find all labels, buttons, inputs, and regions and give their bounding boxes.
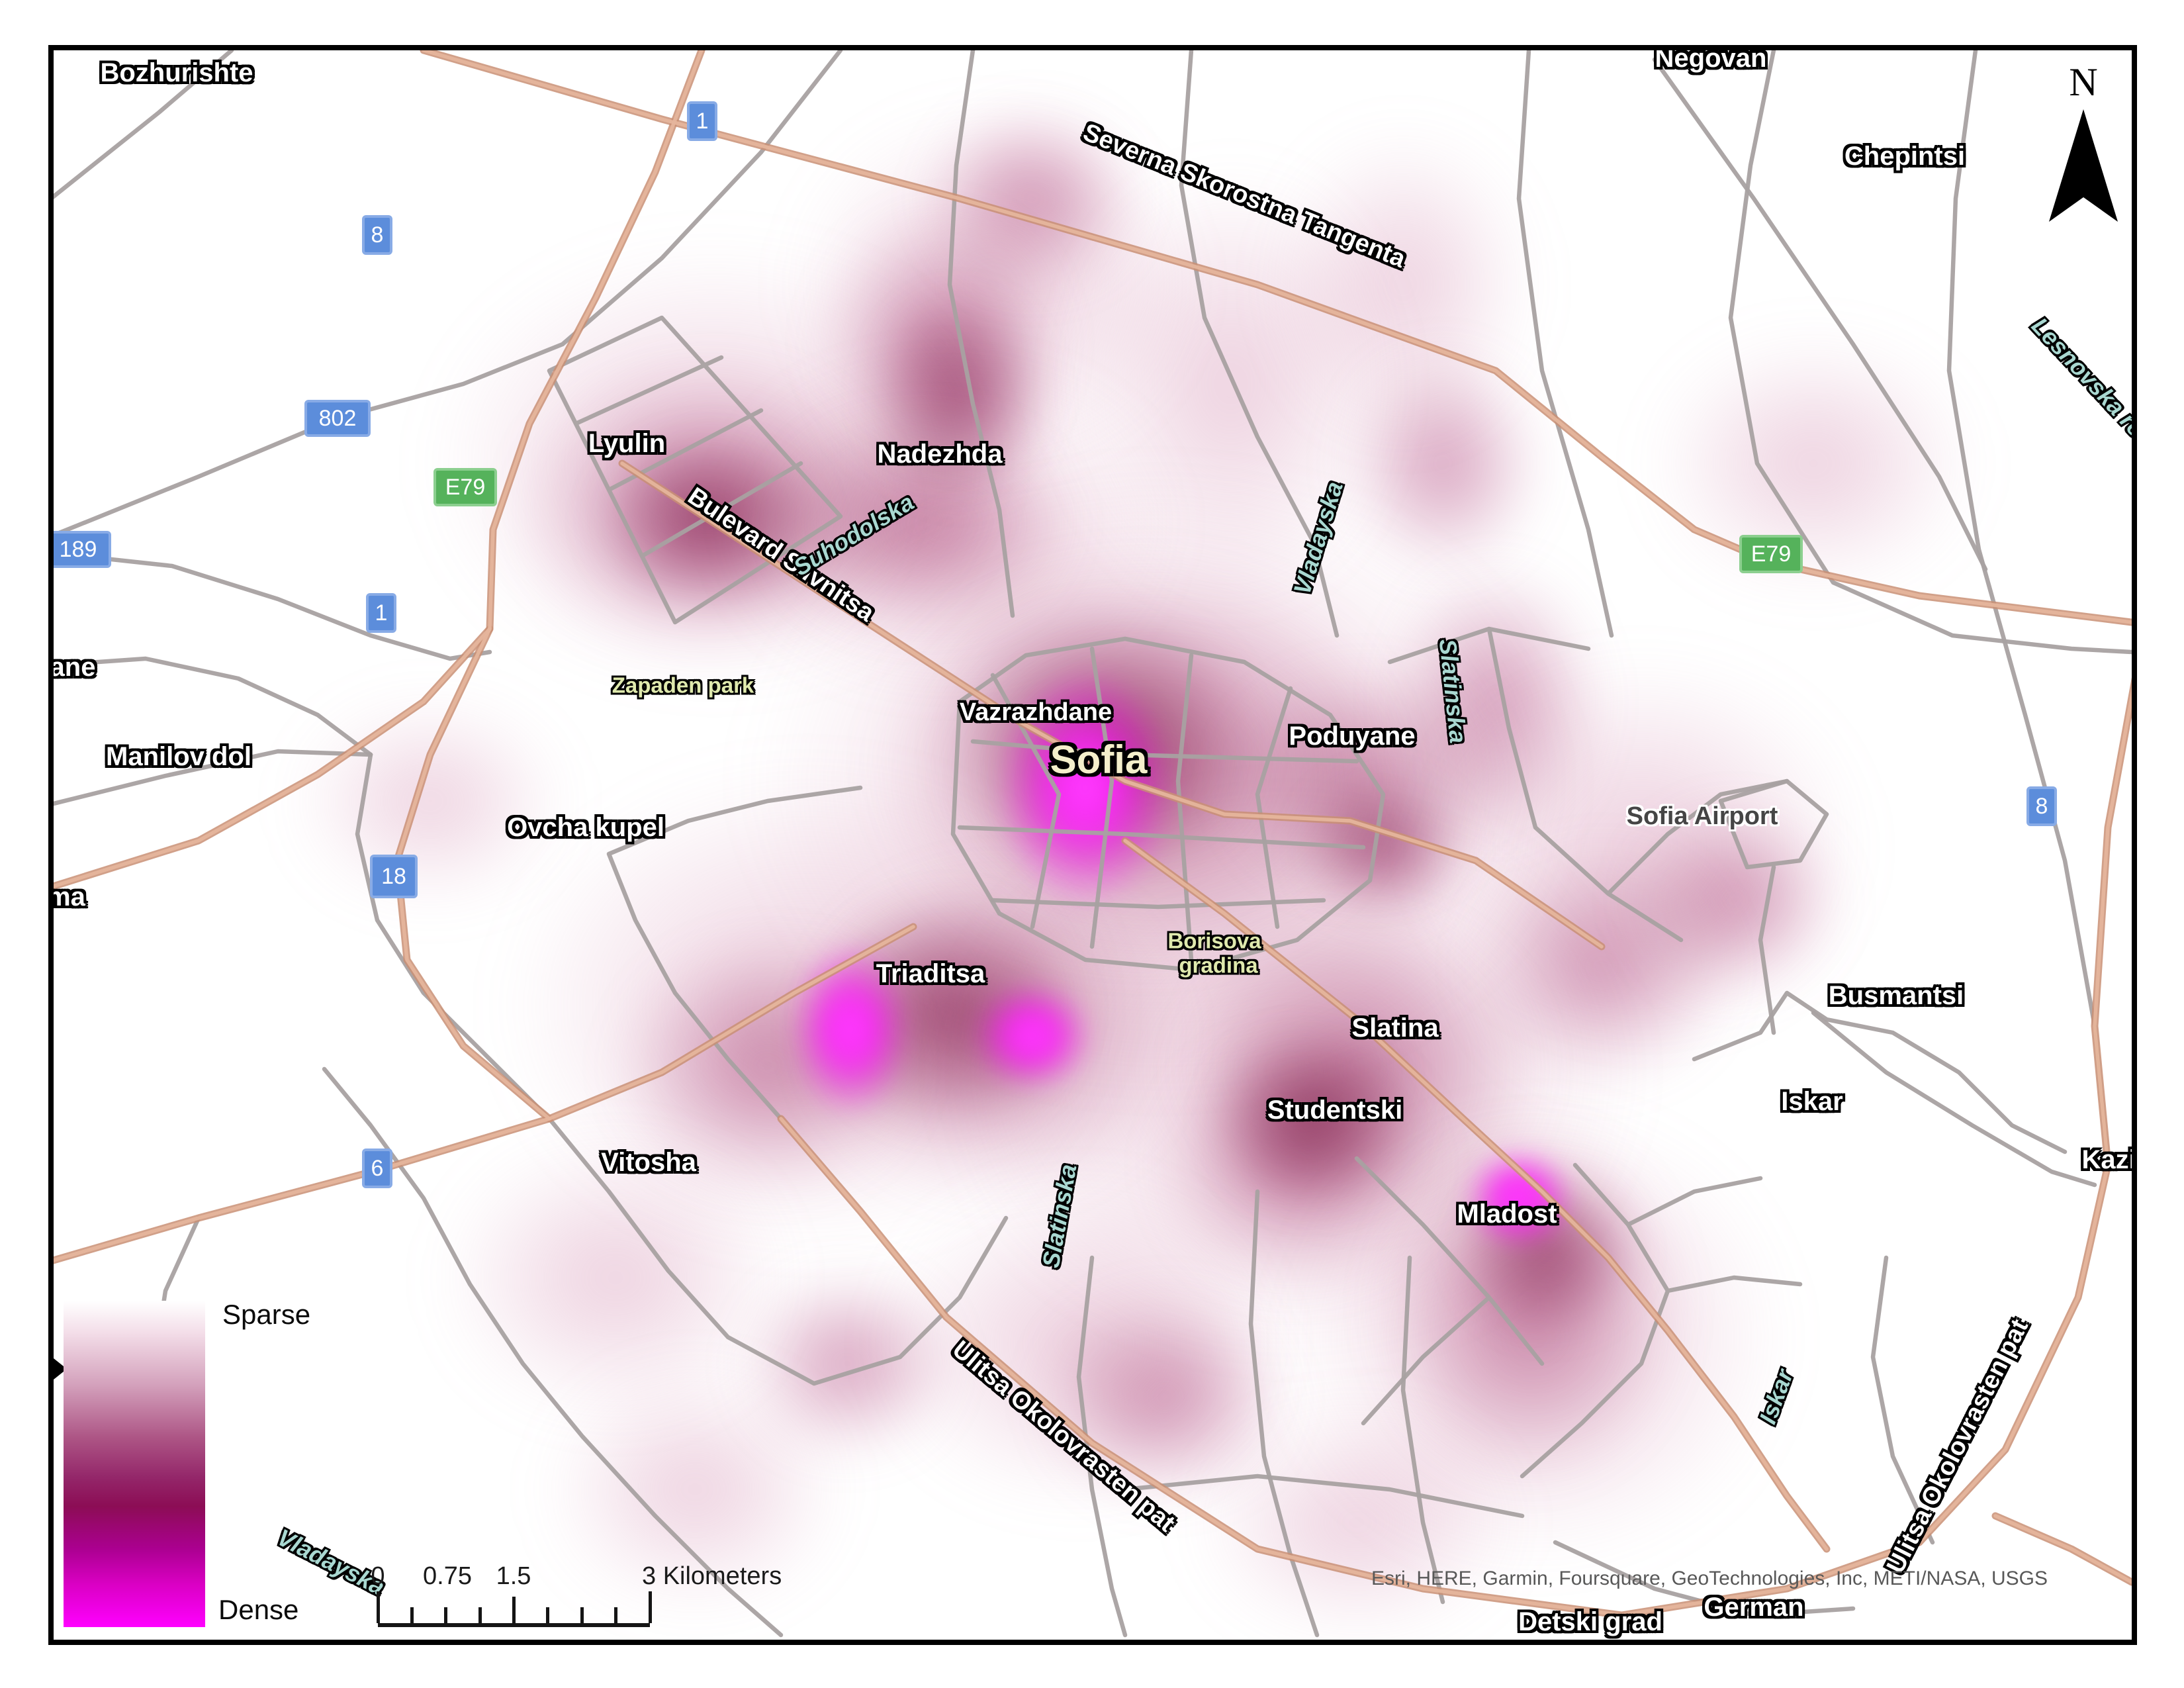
place-label: German: [1704, 1593, 1804, 1622]
scale-tick: [546, 1607, 550, 1623]
legend-dense-label: Dense: [218, 1594, 299, 1625]
minor-roads: [54, 50, 2132, 1638]
scale-label: 0.75: [423, 1562, 472, 1590]
place-label: Chepintsi: [1844, 142, 1966, 171]
route-shield: 18: [370, 855, 418, 898]
scale-baseline: [378, 1623, 650, 1627]
place-label: Negovan: [1655, 50, 1767, 73]
park-label: Zapaden park: [612, 673, 754, 698]
route-shield: 1: [687, 101, 717, 141]
road-network: [54, 50, 2132, 1638]
route-shield: E79: [1739, 535, 1803, 573]
north-arrow-icon: [2049, 109, 2118, 222]
place-label: Poduyane: [1289, 722, 1416, 751]
place-label: Vitosha: [601, 1148, 696, 1177]
scale-tick: [648, 1591, 652, 1623]
route-shield: 6: [362, 1149, 392, 1188]
scale-label: 3 Kilometers: [642, 1562, 782, 1590]
place-label: Manilov dol: [106, 742, 251, 771]
place-label: Studentski: [1267, 1096, 1403, 1125]
place-label: Slatina: [1351, 1013, 1439, 1043]
place-label: Ovcha kupel: [507, 813, 664, 842]
scale-tick: [614, 1607, 618, 1623]
place-label: Triaditsa: [876, 959, 985, 988]
north-arrow: N: [2037, 53, 2130, 238]
attribution-text: Esri, HERE, Garmin, Foursquare, GeoTechn…: [1371, 1568, 2048, 1589]
place-label: Iskar: [1781, 1087, 1843, 1116]
map-canvas: Bozhurishte Negovan Chepintsi Lyulin Nadezhd…: [54, 50, 2132, 1640]
major-roads: [54, 50, 2132, 1619]
park-label: gradina: [1179, 953, 1258, 978]
park-label: Borisova: [1167, 928, 1261, 953]
place-label: Mladost: [1457, 1199, 1557, 1229]
scale-tick: [376, 1591, 380, 1623]
place-label: Kazich: [2081, 1145, 2132, 1174]
scale-label: 0: [371, 1562, 385, 1590]
place-label: Bozhurishte: [100, 58, 253, 87]
scale-tick: [512, 1597, 516, 1623]
route-shield: 8: [2026, 786, 2057, 826]
place-label: Nadezhda: [877, 440, 1003, 469]
route-shield: 189: [54, 531, 111, 568]
place-label: Sofia: [1050, 737, 1148, 782]
north-arrow-n-label: N: [2069, 60, 2098, 104]
place-label: Vazrazhdane: [959, 698, 1113, 726]
place-label: Detski grad: [1518, 1607, 1662, 1636]
scale-tick: [580, 1607, 584, 1623]
place-label: Busmantsi: [1828, 981, 1964, 1010]
route-shield: 1: [366, 593, 396, 633]
scale-tick: [444, 1607, 448, 1623]
place-label: Sofia Airport: [1626, 802, 1778, 830]
map-viewport[interactable]: Bozhurishte Negovan Chepintsi Lyulin Nadezhd…: [54, 50, 2132, 1640]
scale-tick: [410, 1607, 414, 1623]
route-shield: E79: [433, 468, 497, 506]
legend-gradient-bar: [64, 1301, 205, 1627]
scale-label: 1.5: [496, 1562, 531, 1590]
place-label: ane: [54, 653, 96, 682]
legend-sparse-label: Sparse: [222, 1299, 311, 1330]
place-label: Lyulin: [588, 429, 666, 458]
route-shield: 802: [304, 400, 371, 437]
route-shield: 8: [362, 215, 392, 255]
place-label: ma: [54, 882, 85, 912]
scale-tick: [478, 1607, 482, 1623]
